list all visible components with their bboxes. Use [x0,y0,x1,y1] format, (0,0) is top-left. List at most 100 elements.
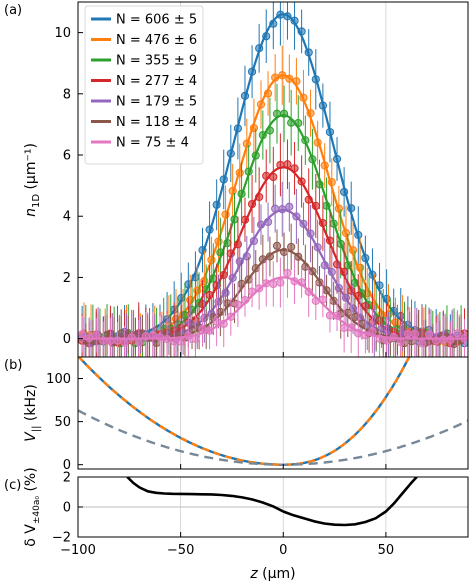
data-point [193,286,202,295]
data-point [297,278,306,287]
potential-curve-3 [78,409,468,466]
y-tick-label: 2 [63,271,71,286]
deviation-curve [126,477,418,527]
data-point [269,172,278,182]
y-tick-label: 100 [46,372,71,387]
data-point [283,160,292,169]
data-point [221,210,230,219]
data-point [228,186,237,196]
data-point [99,336,108,345]
data-point [382,336,391,345]
data-point [347,204,356,213]
data-point [453,329,462,338]
data-point [325,127,335,137]
data-point [368,270,377,279]
data-point [240,215,250,224]
data-point [258,130,267,140]
data-point [315,180,324,189]
data-point [247,199,257,209]
data-point [340,323,349,332]
data-point [322,286,331,295]
data-point [242,252,251,261]
data-point [230,215,239,224]
data-point [320,261,329,270]
data-point [357,319,367,328]
data-point [446,335,455,344]
data-point [233,300,242,309]
y-tick-label: 0 [63,332,71,347]
data-point [271,73,280,82]
data-point [271,204,280,213]
data-point [318,218,327,228]
legend-label: N = 476 ± 6 [116,33,197,48]
deviation-ylabel: δ V±40a₀ (%) [23,467,42,546]
data-point [177,337,186,346]
data-point [240,91,250,101]
legend-label: N = 118 ± 4 [116,115,197,130]
data-point [205,225,214,234]
data-point [180,310,190,320]
data-point [85,334,94,343]
data-point [240,295,250,305]
data-point [92,331,101,340]
data-point [350,278,359,287]
data-point [329,296,338,306]
data-point [184,280,193,289]
data-point [113,336,122,345]
data-point [278,205,287,214]
legend-label: N = 179 ± 5 [116,95,197,110]
data-point [251,264,260,273]
data-point [322,201,331,210]
data-point [263,217,273,227]
data-point [306,109,315,118]
data-point [170,337,179,346]
data-point [134,338,143,347]
data-point [228,273,237,282]
panel-c-label: (c) [4,478,21,493]
data-point [106,336,115,345]
y-tick-label: 6 [63,149,71,164]
legend-box [84,5,204,165]
data-point [233,240,242,249]
data-point [290,16,299,25]
data-point [285,202,294,211]
data-point [249,123,259,133]
data-point [361,302,370,311]
data-point [334,204,343,213]
data-point [343,261,352,270]
data-point [340,267,349,277]
data-point [256,100,266,109]
data-point [361,331,370,340]
data-point [396,338,405,347]
data-point [403,329,412,338]
data-point [356,263,365,272]
data-point [318,295,327,304]
data-point [272,109,282,118]
data-point [255,192,264,202]
data-point [299,93,308,102]
deviation-line [126,477,418,527]
x-tick-label: −100 [60,543,96,558]
data-point [233,124,242,133]
density-panel: 0 2 4 6 8 10 N = 606 ± 5 N = 476 ± 6 N = 355 ± … [23,1,469,358]
data-point [341,228,351,238]
data-point [184,331,193,340]
density-yticks: 0 2 4 6 8 10 [54,26,387,357]
data-point [212,317,221,326]
data-point [198,324,207,334]
data-point [343,308,352,317]
data-point [200,276,209,286]
data-point [347,286,356,295]
data-point [155,333,165,342]
data-point [354,329,363,338]
data-point [269,19,278,28]
data-point [265,126,275,135]
data-point [334,283,343,293]
y-tick-label: 0 [63,501,71,516]
data-point [417,339,427,348]
data-point [235,257,244,266]
data-point [120,338,129,347]
data-point [350,312,359,322]
legend-label: N = 277 ± 4 [116,74,197,89]
